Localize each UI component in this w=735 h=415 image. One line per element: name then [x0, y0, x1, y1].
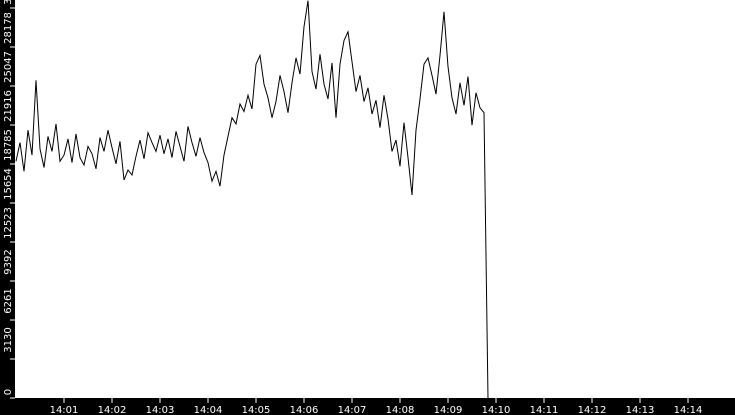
y-tick-label: 21916: [3, 90, 14, 122]
x-tick-label: 14:07: [338, 405, 367, 415]
x-axis-bar: [0, 398, 735, 415]
y-tick-label: 0: [3, 389, 14, 395]
x-tick-label: 14:11: [530, 405, 559, 415]
y-axis-bar: [0, 0, 15, 415]
x-tick-label: 14:10: [482, 405, 511, 415]
x-tick-label: 14:12: [578, 405, 607, 415]
x-tick-label: 14:02: [98, 405, 127, 415]
x-axis: 14:01 14:02 14:03 14:04 14:05 14:06 14:07 14:08…: [50, 398, 703, 415]
x-tick-label: 14:13: [626, 405, 655, 415]
y-tick-label: 12523: [3, 207, 14, 239]
y-tick-label: 6261: [3, 288, 14, 313]
series-line: [15, 0, 489, 399]
x-tick-label: 14:05: [242, 405, 271, 415]
y-tick-label: 31309: [3, 0, 14, 5]
y-axis: 0 3130 6261 9392 12523 15654 18785 21916 25047 28…: [3, 0, 15, 399]
y-tick-label: 9392: [3, 249, 14, 274]
x-tick-label: 14:04: [194, 405, 223, 415]
y-tick-label: 15654: [3, 168, 14, 200]
x-tick-label: 14:08: [386, 405, 415, 415]
x-tick-label: 14:03: [146, 405, 175, 415]
x-tick-label: 14:01: [50, 405, 79, 415]
plot-area: [15, 0, 735, 398]
y-tick-label: 28178: [3, 12, 14, 44]
x-tick-label: 14:06: [290, 405, 319, 415]
y-tick-label: 18785: [3, 129, 14, 161]
y-tick-label: 25047: [3, 51, 14, 83]
y-tick-label: 3130: [3, 327, 14, 352]
x-tick-label: 14:14: [674, 405, 703, 415]
x-tick-label: 14:09: [434, 405, 463, 415]
